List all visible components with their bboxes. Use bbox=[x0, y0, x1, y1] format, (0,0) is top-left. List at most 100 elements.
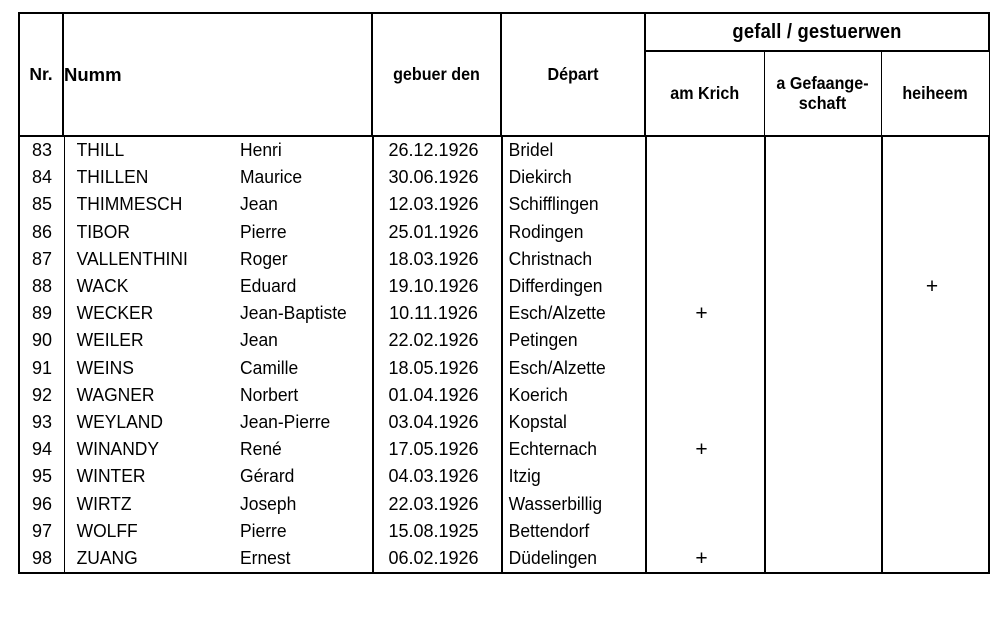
cell-nr: 92 bbox=[31, 384, 53, 405]
cell-nr: 89 bbox=[31, 303, 53, 324]
cell-surname: WEYLAND bbox=[76, 411, 163, 432]
cell-nr: 87 bbox=[31, 248, 53, 269]
cell-nr: 90 bbox=[31, 330, 53, 351]
cell-surname: WINANDY bbox=[76, 439, 160, 460]
rule-after-krich bbox=[764, 137, 766, 572]
cell-firstname: Joseph bbox=[240, 493, 297, 514]
cell-firstname: Maurice bbox=[240, 167, 303, 188]
cell-depart: Christnach bbox=[508, 248, 593, 269]
cell-nr: 96 bbox=[31, 493, 53, 514]
cell-firstname: Norbert bbox=[240, 384, 299, 405]
column-header-group-gefall-gestuerwen: gefall / gestuerwen bbox=[657, 12, 977, 52]
rows-container: 83 THILL Henri 26.12.1926 Bridel 84 THILLEN Mau… bbox=[18, 135, 990, 574]
header-row-sub: am Krich a Gefaange- schaft heiheem bbox=[19, 50, 989, 137]
cell-firstname: Camille bbox=[240, 357, 299, 378]
cell-depart: Esch/Alzette bbox=[508, 303, 606, 324]
casualty-register-table: Nr. Numm gebuer den Départ gefall / gest… bbox=[18, 12, 990, 574]
rule-after-numm bbox=[372, 137, 374, 572]
cell-firstname: Ernest bbox=[240, 547, 291, 568]
table-row: 96 WIRTZ Joseph 22.03.1926 Wasserbillig bbox=[20, 490, 988, 517]
table-row: 83 THILL Henri 26.12.1926 Bridel bbox=[20, 137, 988, 164]
cell-nr: 95 bbox=[31, 466, 53, 487]
cell-birthdate: 12.03.1926 bbox=[388, 194, 479, 215]
cell-nr: 88 bbox=[31, 276, 53, 297]
table-body-block: 83 THILL Henri 26.12.1926 Bridel 84 THILLEN Mau… bbox=[18, 135, 990, 574]
cell-birthdate: 19.10.1926 bbox=[388, 276, 479, 297]
cell-birthdate: 30.06.1926 bbox=[388, 167, 479, 188]
cell-surname: WAGNER bbox=[76, 384, 155, 405]
cell-firstname: René bbox=[240, 439, 282, 460]
cell-firstname: Pierre bbox=[240, 221, 287, 242]
cell-mark-heiheem: + bbox=[925, 276, 939, 298]
cell-birthdate: 22.03.1926 bbox=[388, 493, 479, 514]
table-head: Nr. Numm gebuer den Départ gefall / gest… bbox=[18, 12, 989, 137]
cell-nr: 98 bbox=[31, 547, 53, 568]
cell-depart: Petingen bbox=[508, 330, 578, 351]
cell-depart: Schifflingen bbox=[508, 194, 599, 215]
cell-surname: THILLEN bbox=[76, 167, 149, 188]
cell-nr: 94 bbox=[31, 439, 53, 460]
cell-firstname: Gérard bbox=[240, 466, 295, 487]
table-row: 95 WINTER Gérard 04.03.1926 Itzig bbox=[20, 463, 988, 490]
cell-surname: WEILER bbox=[76, 330, 144, 351]
rule-after-nr bbox=[63, 137, 65, 572]
column-header-heiheem: heiheem bbox=[884, 50, 986, 137]
table-row: 87 VALLENTHINI Roger 18.03.1926 Christnach bbox=[20, 246, 988, 273]
cell-depart: Echternach bbox=[508, 439, 598, 460]
cell-birthdate: 25.01.1926 bbox=[388, 221, 479, 242]
cell-firstname: Pierre bbox=[240, 520, 287, 541]
rows-grid: 83 THILL Henri 26.12.1926 Bridel 84 THILLEN Mau… bbox=[20, 137, 988, 572]
cell-mark-am-krich: + bbox=[695, 303, 708, 325]
cell-firstname: Jean bbox=[240, 330, 278, 351]
cell-surname: WACK bbox=[76, 276, 129, 297]
cell-firstname: Jean bbox=[240, 194, 278, 215]
cell-birthdate: 01.04.1926 bbox=[388, 384, 479, 405]
cell-mark-am-krich: + bbox=[695, 547, 708, 569]
cell-birthdate: 06.02.1926 bbox=[388, 547, 479, 568]
table-row: 85 THIMMESCH Jean 12.03.1926 Schifflingen bbox=[20, 191, 988, 218]
cell-firstname: Jean-Baptiste bbox=[240, 303, 347, 324]
rule-after-gefaangeschaft bbox=[881, 137, 883, 572]
cell-birthdate: 22.02.1926 bbox=[388, 330, 479, 351]
table-row: 89 WECKER Jean-Baptiste 10.11.1926 Esch/Alze… bbox=[20, 300, 988, 327]
cell-mark-am-krich: + bbox=[695, 439, 708, 461]
rule-after-depart bbox=[645, 137, 647, 572]
table-body: 83 THILL Henri 26.12.1926 Bridel 84 THILLEN Mau… bbox=[18, 135, 990, 574]
cell-birthdate: 15.08.1925 bbox=[388, 520, 479, 541]
cell-firstname: Henri bbox=[240, 140, 282, 161]
cell-nr: 84 bbox=[31, 167, 53, 188]
cell-depart: Wasserbillig bbox=[508, 493, 603, 514]
cell-depart: Kopstal bbox=[508, 411, 567, 432]
column-header-gebuer-den: gebuer den bbox=[376, 12, 497, 137]
cell-depart: Differdingen bbox=[508, 276, 603, 297]
cell-birthdate: 18.05.1926 bbox=[388, 357, 479, 378]
cell-surname: WINTER bbox=[76, 466, 146, 487]
column-header-nr: Nr. bbox=[18, 12, 64, 137]
cell-depart: Itzig bbox=[508, 466, 541, 487]
cell-firstname: Roger bbox=[240, 248, 288, 269]
cell-birthdate: 18.03.1926 bbox=[388, 248, 479, 269]
column-header-depart: Départ bbox=[505, 12, 641, 137]
cell-surname: TIBOR bbox=[76, 221, 130, 242]
cell-firstname: Jean-Pierre bbox=[240, 411, 331, 432]
rule-after-date bbox=[501, 137, 503, 572]
table-row: 86 TIBOR Pierre 25.01.1926 Rodingen bbox=[20, 219, 988, 246]
table-row: 92 WAGNER Norbert 01.04.1926 Koerich bbox=[20, 382, 988, 409]
table-row: 88 WACK Eduard 19.10.1926 Differdingen + bbox=[20, 273, 988, 300]
cell-depart: Rodingen bbox=[508, 221, 584, 242]
cell-depart: Düdelingen bbox=[508, 547, 598, 568]
table-row: 91 WEINS Camille 18.05.1926 Esch/Alzette bbox=[20, 355, 988, 382]
gefaangeschaft-line1: a Gefaange- bbox=[776, 72, 869, 93]
table-row: 97 WOLFF Pierre 15.08.1925 Bettendorf bbox=[20, 518, 988, 545]
cell-surname: ZUANG bbox=[76, 547, 138, 568]
cell-nr: 83 bbox=[31, 140, 53, 161]
cell-surname: WIRTZ bbox=[76, 493, 132, 514]
table-row: 94 WINANDY René 17.05.1926 Echternach + bbox=[20, 436, 988, 463]
cell-nr: 85 bbox=[31, 194, 53, 215]
cell-depart: Koerich bbox=[508, 384, 568, 405]
cell-nr: 93 bbox=[31, 411, 53, 432]
cell-birthdate: 03.04.1926 bbox=[388, 411, 479, 432]
column-header-numm: Numm bbox=[62, 12, 373, 137]
cell-surname: WOLFF bbox=[76, 520, 138, 541]
table-row: 93 WEYLAND Jean-Pierre 03.04.1926 Kopstal bbox=[20, 409, 988, 436]
